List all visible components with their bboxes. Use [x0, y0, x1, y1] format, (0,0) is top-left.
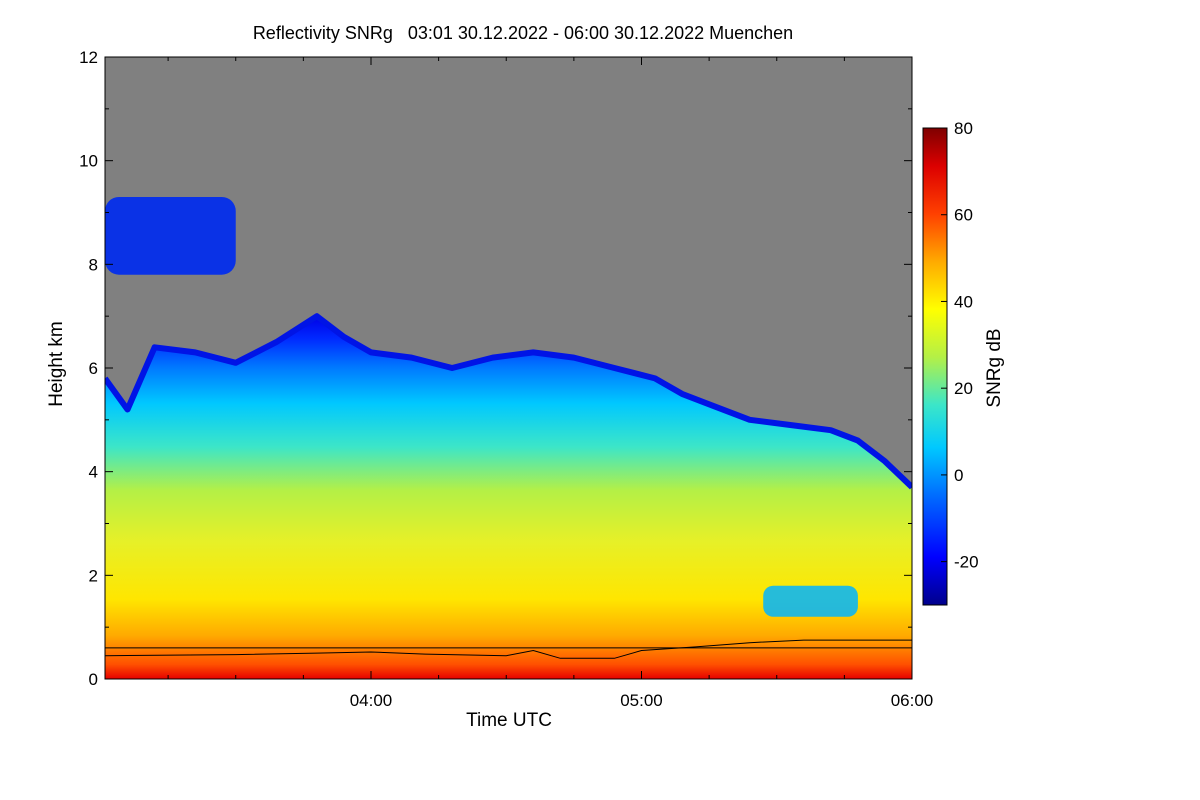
low-snr-pocket	[763, 585, 858, 617]
y-tick-label: 10	[79, 152, 98, 171]
colorbar-gradient	[922, 127, 948, 606]
x-tick-label: 06:00	[891, 691, 934, 710]
x-axis: 04:00 05:00 06:00	[167, 57, 934, 710]
plot-area	[105, 57, 912, 679]
colorbar-tick-label: 60	[954, 206, 973, 225]
colorbar-label: SNRg dB	[984, 328, 1005, 407]
cloud-top-edge	[105, 313, 912, 490]
x-tick-label: 05:00	[620, 691, 663, 710]
y-tick-label: 0	[89, 670, 98, 689]
y-tick-label: 2	[89, 566, 98, 585]
colorbar: -20 0 20 40 60 80	[922, 119, 979, 606]
overlay-line-1	[105, 639, 912, 659]
y-axis-label: Height km	[46, 321, 67, 407]
chart-title: Reflectivity SNRg 03:01 30.12.2022 - 06:…	[253, 23, 793, 43]
y-tick-label: 12	[79, 48, 98, 67]
colorbar-tick-label: 0	[954, 466, 963, 485]
colorbar-tick-label: 40	[954, 292, 973, 311]
upper-cloud-layer	[105, 196, 236, 275]
y-tick-label: 6	[89, 359, 98, 378]
y-tick-label: 8	[89, 255, 98, 274]
x-axis-label: Time UTC	[466, 710, 552, 731]
x-tick-label: 04:00	[350, 691, 393, 710]
colorbar-tick-label: 20	[954, 379, 973, 398]
colorbar-tick-label: 80	[954, 119, 973, 138]
colorbar-tick-label: -20	[954, 553, 979, 572]
y-axis: 0 2 4 6 8 10 12	[79, 48, 912, 689]
y-tick-label: 4	[89, 463, 98, 482]
